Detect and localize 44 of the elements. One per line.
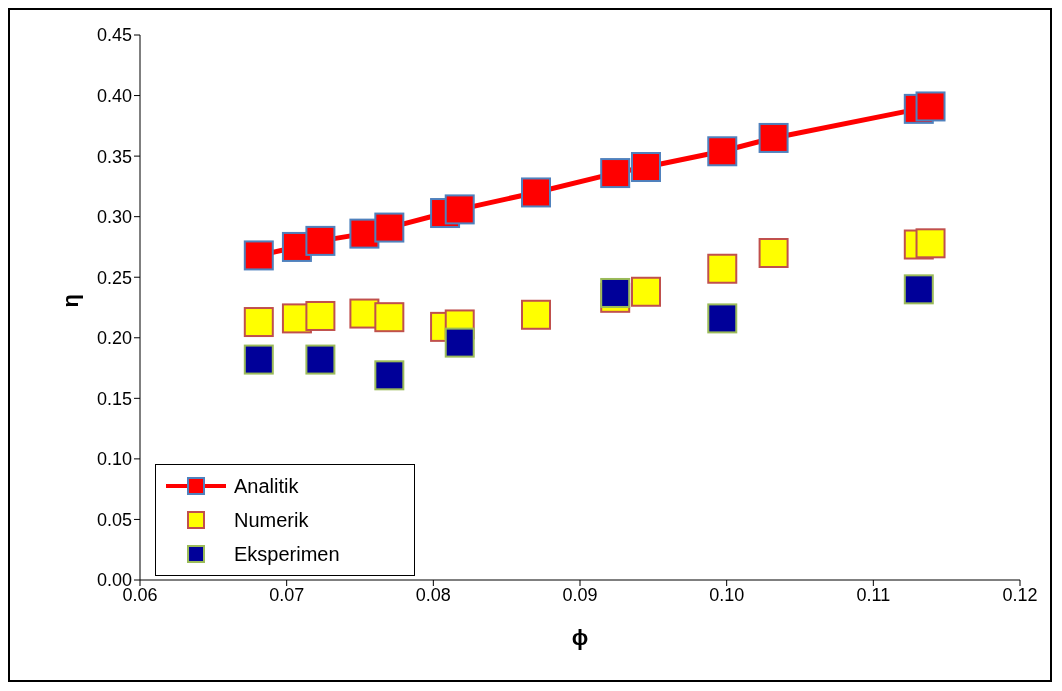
y-axis-title: η bbox=[57, 294, 83, 308]
point bbox=[758, 122, 789, 153]
point bbox=[374, 360, 405, 391]
point bbox=[444, 194, 475, 225]
point bbox=[521, 299, 551, 330]
x-tick-label: 0.08 bbox=[415, 584, 451, 605]
point bbox=[243, 344, 274, 375]
point bbox=[631, 152, 661, 183]
point bbox=[305, 300, 336, 331]
y-tick-label: 0.20 bbox=[96, 328, 132, 349]
point bbox=[707, 253, 738, 284]
x-tick-label: 0.12 bbox=[1002, 584, 1038, 605]
y-tick-label: 0.10 bbox=[96, 449, 132, 470]
point bbox=[915, 228, 946, 259]
x-axis-title: ϕ bbox=[571, 625, 589, 650]
y-tick-label: 0.30 bbox=[96, 207, 132, 228]
point bbox=[707, 136, 738, 167]
point bbox=[305, 344, 336, 375]
y-tick-label: 0.15 bbox=[96, 388, 132, 409]
y-tick-label: 0.45 bbox=[96, 25, 132, 46]
x-tick-label: 0.09 bbox=[562, 584, 598, 605]
point bbox=[243, 307, 274, 338]
point bbox=[915, 91, 946, 122]
x-tick-label: 0.10 bbox=[709, 584, 745, 605]
point bbox=[707, 303, 738, 334]
point bbox=[243, 240, 274, 271]
point bbox=[758, 238, 789, 268]
legend-label: Eksperimen bbox=[234, 542, 340, 566]
point bbox=[305, 225, 336, 256]
legend-label: Numerik bbox=[234, 508, 309, 532]
x-tick-label: 0.11 bbox=[856, 584, 891, 605]
point bbox=[521, 177, 551, 208]
y-tick-label: 0.25 bbox=[96, 267, 132, 288]
x-tick-label: 0.07 bbox=[269, 584, 305, 605]
y-tick-label: 0.05 bbox=[96, 509, 132, 530]
y-tick-label: 0.35 bbox=[96, 146, 132, 167]
point bbox=[374, 302, 405, 333]
point bbox=[444, 327, 475, 358]
point bbox=[903, 274, 934, 305]
y-tick-label: 0.40 bbox=[96, 85, 132, 106]
legend-label: Analitik bbox=[234, 474, 299, 498]
point bbox=[600, 158, 631, 189]
point bbox=[374, 212, 405, 243]
point bbox=[631, 276, 661, 307]
